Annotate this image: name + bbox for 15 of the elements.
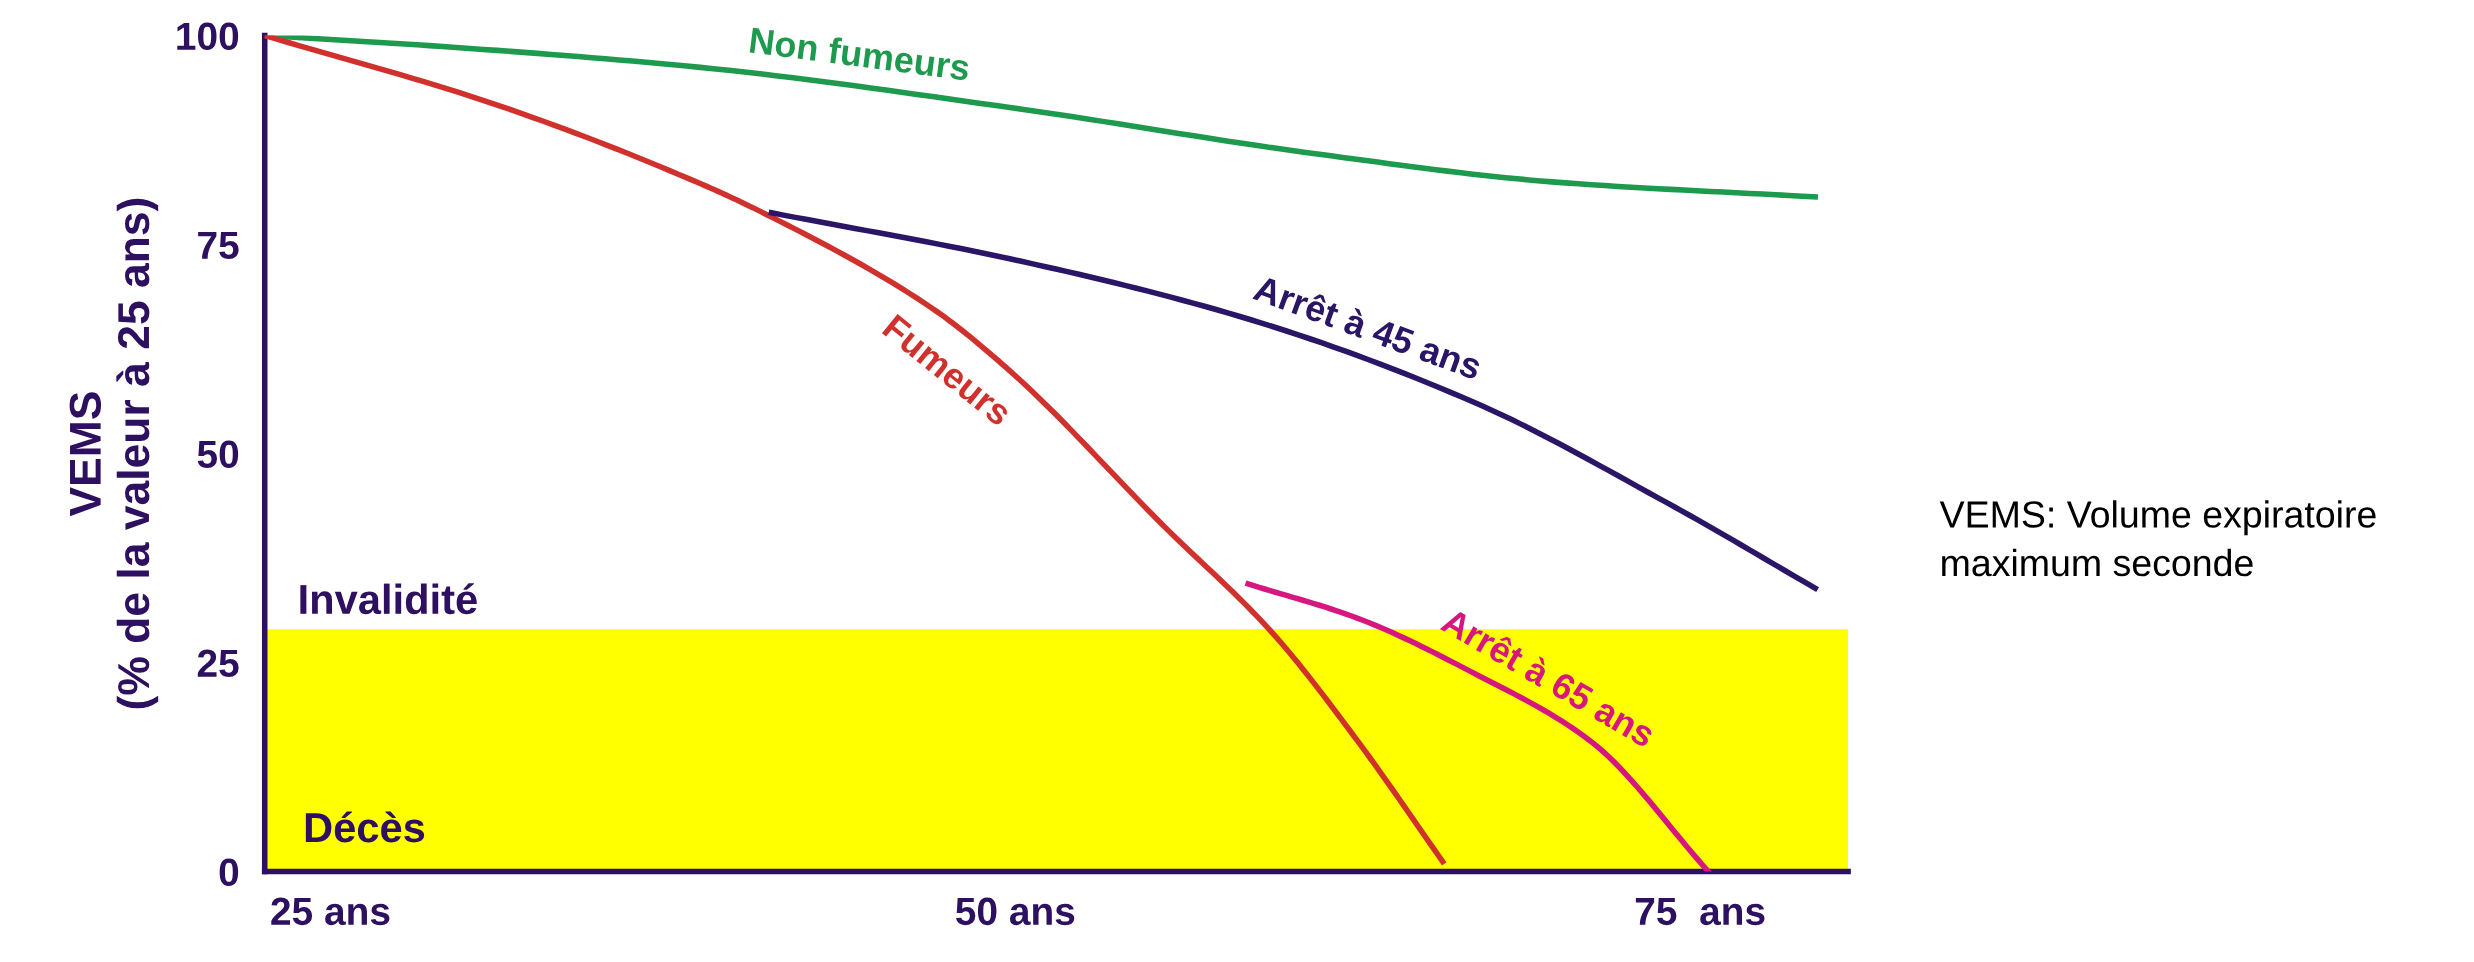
text: Non fumeurs (749, 26, 971, 81)
x-tick-label: 25 ans (271, 897, 390, 926)
text: Arrêt à 45 ans (1252, 273, 1484, 381)
text: Arrêt à 65 ans (1439, 605, 1658, 749)
y-tick-label: 25 (197, 649, 239, 678)
y-tick-label: 100 (177, 22, 239, 51)
text: VEMS: Volume expiratoire maximum seconde (1939, 500, 2376, 577)
y-tick-label: 0 (219, 858, 239, 887)
x-tick-label: 50 ans (955, 897, 1075, 926)
band-label: Invalidité (300, 583, 477, 615)
y-tick-label: 50 (197, 440, 239, 469)
y-tick-label: 75 (198, 231, 239, 260)
y-axis-title: VEMS (% de la valeur à 25 ans) (69, 198, 159, 709)
annotation: Décès (305, 811, 425, 843)
x-tick-label: 75 ans (1635, 898, 1765, 926)
